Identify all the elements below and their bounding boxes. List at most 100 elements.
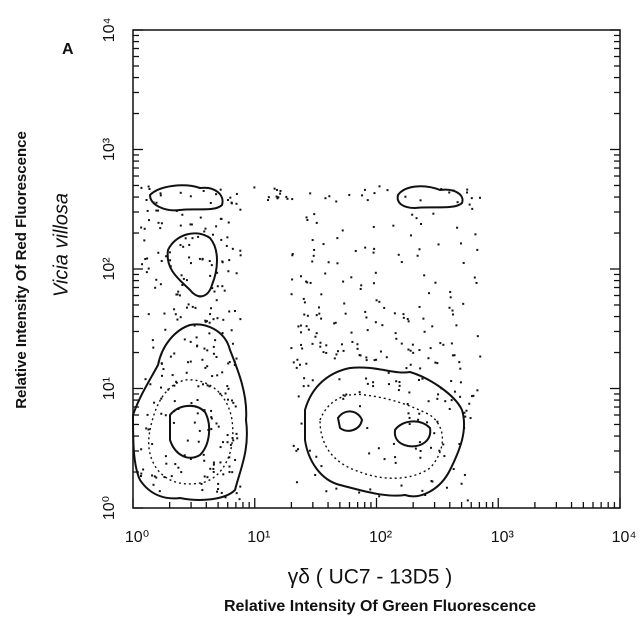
event-dot [397,389,400,392]
event-dot [228,361,231,364]
event-dot [473,276,476,279]
event-dot [324,272,327,275]
event-dot [336,237,339,240]
event-dot [320,317,323,320]
event-dot [319,345,322,348]
event-dot [224,392,227,395]
event-dot [189,262,192,265]
event-dot [319,341,322,344]
event-dot [300,331,303,334]
event-dot [221,441,224,444]
event-dot [167,388,170,391]
event-dot [366,427,369,430]
event-dot [140,472,143,475]
event-dot [222,473,225,476]
event-dot [196,399,199,402]
event-dot [335,487,338,490]
event-dot [459,395,462,398]
event-dot [208,385,211,388]
event-dot [202,453,205,456]
event-dot [211,287,214,290]
event-dot [165,462,168,465]
event-dot [438,449,441,452]
x-tick-label: 10¹ [247,529,270,546]
event-dot [300,275,303,278]
event-dot [208,321,211,324]
event-dot [141,263,144,266]
event-dot [303,313,306,316]
event-dot [409,349,412,352]
event-dot [153,401,156,404]
event-dot [160,386,163,389]
event-dot [187,303,190,306]
x-axis-label: γδ ( UC7 - 13D5 ) [288,566,453,589]
event-dot [205,320,208,323]
event-dot [295,449,298,452]
event-dot [203,347,206,350]
event-dot [309,192,312,195]
event-dot [203,230,206,233]
plot-frame [132,29,621,509]
event-dot [387,383,390,386]
event-dot [151,339,154,342]
event-dot [387,371,390,374]
event-dot [448,407,451,410]
event-dot [458,443,461,446]
event-dot [453,390,456,393]
event-dot [423,274,426,277]
event-dot [374,271,377,274]
event-dot [229,196,232,199]
event-dot [372,282,375,285]
event-dot [313,213,316,216]
event-dot [166,255,169,258]
event-dot [220,491,223,494]
event-dot [149,383,152,386]
event-dot [400,484,403,487]
event-dot [299,324,302,327]
event-dot [300,343,303,346]
event-dot [453,354,456,357]
event-dot [428,292,431,295]
event-dot [173,400,176,403]
event-dot [217,425,220,428]
event-dot [315,455,318,458]
event-dot [226,434,229,437]
event-dot [227,221,230,224]
event-dot [463,411,466,414]
event-dot [365,377,368,380]
event-dot [459,242,462,245]
event-dot [408,391,411,394]
event-dot [195,336,198,339]
event-dot [196,344,199,347]
event-dot [159,194,162,197]
event-dot [295,481,298,484]
event-dot [154,286,157,289]
event-dot [145,198,148,201]
event-dot [342,397,345,400]
event-dot [373,359,376,362]
event-dot [158,490,161,493]
event-dot [175,293,178,296]
event-dot [143,239,146,242]
event-dot [239,318,242,321]
event-dot [175,209,178,212]
event-dot [429,446,432,449]
event-dot [220,217,223,220]
event-dot [228,310,231,313]
event-dot [354,249,357,252]
event-dot [392,442,395,445]
event-dot [207,428,210,431]
event-dot [285,195,288,198]
event-dot [190,223,193,226]
event-dot [209,274,212,277]
event-dot [231,399,234,402]
event-dot [221,371,224,374]
event-dot [164,414,167,417]
event-dot [466,191,469,194]
event-dot [152,201,155,204]
event-dot [177,290,180,293]
event-dot [422,317,425,320]
event-dot [275,195,278,198]
y-tick-label: 10⁰ [101,496,118,520]
event-dot [203,475,206,478]
